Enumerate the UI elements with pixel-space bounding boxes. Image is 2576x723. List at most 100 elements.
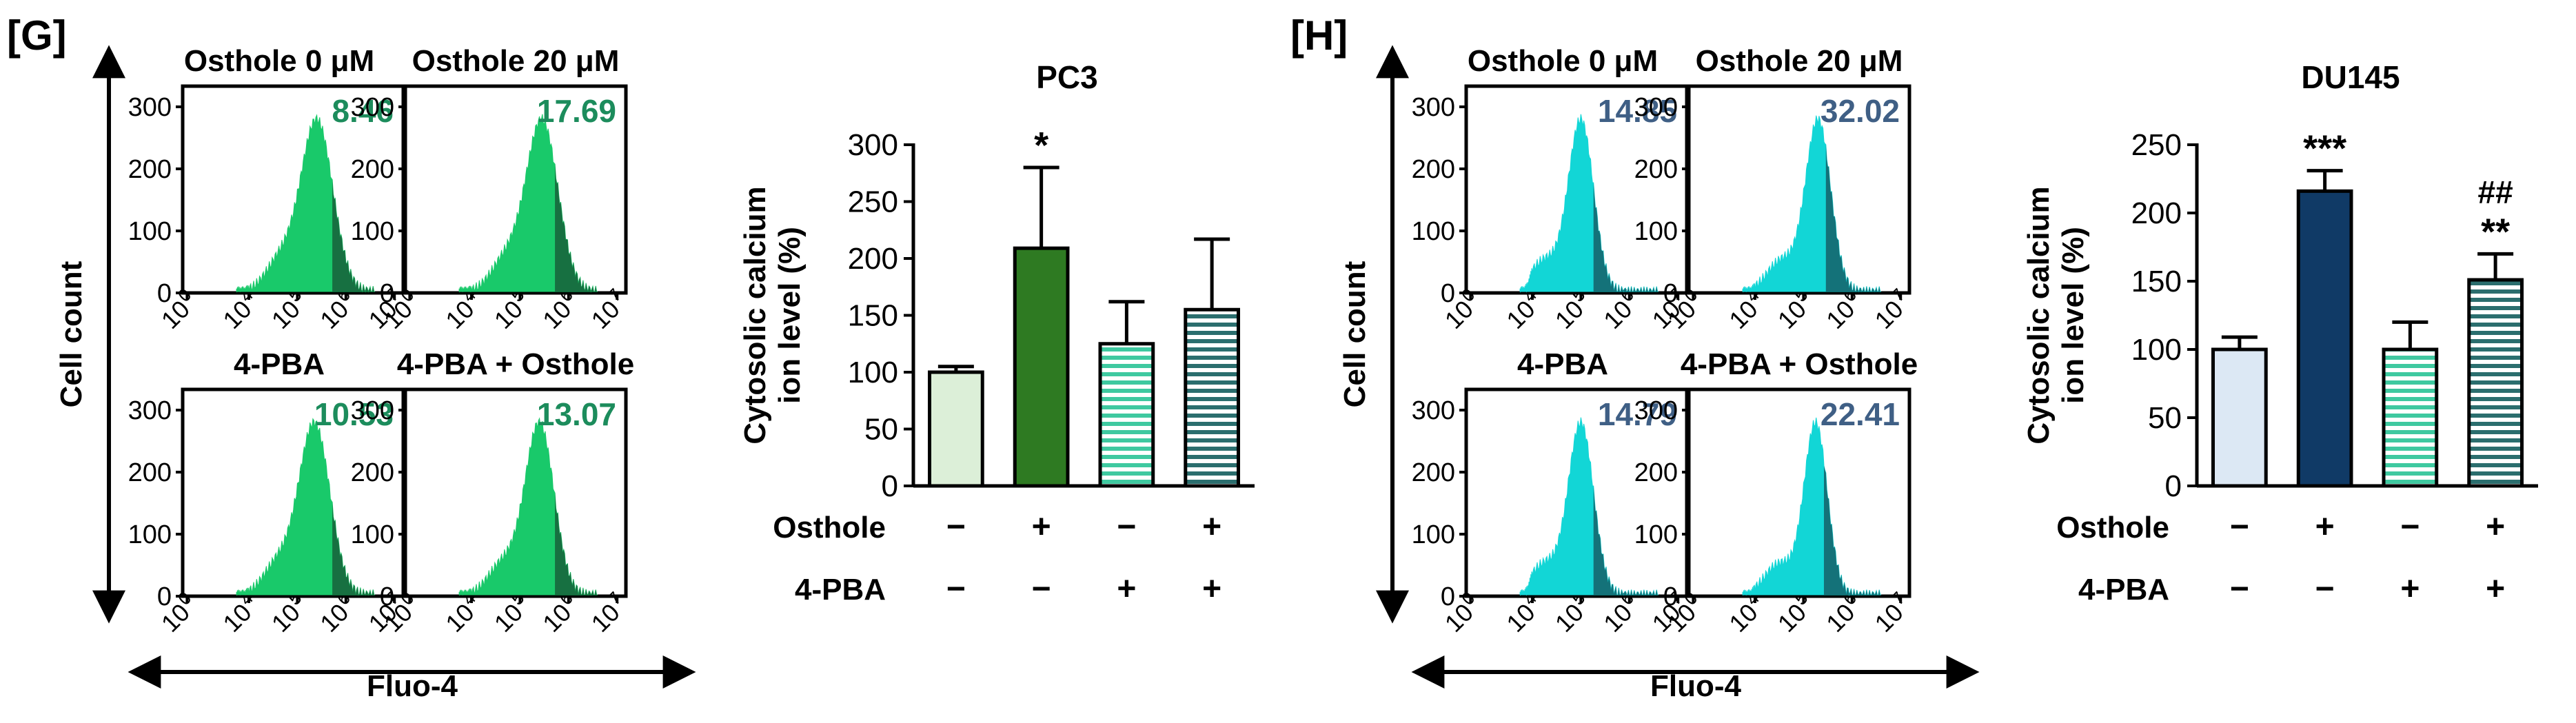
bar-chart: PC3 Cytosolic calcium ion level (%) 0 50 100 1… (738, 59, 1255, 607)
histogram-value: 14.85 (1598, 93, 1677, 129)
hist-y-tick-label: 300 (1412, 93, 1455, 122)
hist-y-tick-label: 200 (1412, 155, 1455, 184)
histogram-title: 4-PBA (234, 347, 325, 381)
y-axis-label: Cytosolic calcium ion level (%) (738, 186, 807, 444)
histogram-gated-fill (1823, 465, 1882, 595)
histogram-gated-fill (555, 493, 598, 595)
y-axis-label-line2: ion level (%) (773, 227, 807, 404)
histogram-value: 32.02 (1821, 93, 1900, 129)
hist-y-tick-label: 200 (128, 155, 172, 184)
histogram-value: 17.69 (537, 93, 616, 129)
histogram-fill (1519, 417, 1659, 596)
y-tick-label: 250 (848, 185, 898, 219)
histogram-fill (1742, 115, 1882, 293)
hist-y-tick-label: 300 (128, 396, 172, 425)
hist-y-tick-label: 300 (1634, 396, 1678, 425)
histogram-gated-fill (1593, 486, 1659, 595)
y-tick-label: 200 (848, 242, 898, 276)
chart-title: DU145 (2301, 59, 2400, 95)
y-tick-label: 200 (2131, 196, 2182, 230)
y-tick-label: 100 (848, 356, 898, 389)
histogram-value: 14.79 (1598, 396, 1677, 432)
hist-y-tick-label: 200 (1634, 155, 1678, 184)
bar (1013, 246, 1070, 488)
hist-y-tick-label: 0 (1663, 279, 1678, 308)
hist-y-tick-label: 100 (351, 217, 394, 246)
hist-y-tick-label: 200 (351, 155, 394, 184)
hist-y-tick-label: 100 (1412, 520, 1455, 549)
treatment-label: 4-PBA (795, 573, 886, 607)
hist-y-tick-label: 0 (380, 279, 394, 308)
y-tick-label: 100 (2131, 333, 2182, 367)
hist-y-tick-label: 0 (1663, 582, 1678, 611)
significance-mark-2: ## (2478, 174, 2513, 210)
treatment-label: Osthole (773, 511, 886, 544)
hist-y-tick-label: 200 (1412, 458, 1455, 487)
y-axis-label-line1: Cytosolic calcium (738, 186, 772, 444)
treatment-sign: + (2486, 509, 2505, 545)
cell-count-label: Cell count (1338, 261, 1372, 407)
hist-y-tick-label: 200 (128, 458, 172, 487)
treatment-sign: − (946, 509, 966, 545)
bar (2296, 189, 2353, 488)
bar (1098, 342, 1155, 488)
histogram-fill (236, 418, 376, 596)
hist-y-tick-label: 100 (1412, 217, 1455, 246)
significance-mark: *** (2303, 128, 2346, 170)
treatment-sign: − (2315, 571, 2335, 607)
y-tick-label: 0 (2165, 469, 2182, 503)
histogram-title: 4-PBA + Osthole (1681, 347, 1918, 381)
hist-y-tick-label: 0 (1441, 582, 1455, 611)
y-axis-label-line2: ion level (%) (2056, 227, 2090, 404)
bar (928, 370, 984, 488)
significance-mark: ** (2481, 211, 2510, 252)
treatment-sign: + (1202, 571, 1221, 607)
y-tick-label: 250 (2131, 128, 2182, 162)
histogram-title: Osthole 20 μM (412, 44, 620, 78)
panel-0: [G] Cell count Fluo-4 Osthole 0 μM 0 100 200 30… (7, 12, 1255, 703)
y-tick-label: 50 (2148, 401, 2182, 435)
treatment-sign: − (1032, 571, 1051, 607)
bar (1184, 307, 1240, 488)
histogram-title: 4-PBA + Osthole (397, 347, 634, 381)
hist-y-tick-label: 300 (351, 396, 394, 425)
fluo4-label: Fluo-4 (1650, 669, 1742, 703)
hist-y-tick-label: 0 (157, 279, 172, 308)
hist-y-tick-label: 0 (1441, 279, 1455, 308)
hist-y-tick-label: 300 (1412, 396, 1455, 425)
histogram-gated-fill (555, 164, 598, 292)
bar (2382, 347, 2439, 488)
histogram-title: 4-PBA (1517, 347, 1608, 381)
histogram-title: Osthole 20 μM (1696, 44, 1903, 78)
bar-chart: DU145 Cytosolic calcium ion level (%) 0 50 10… (2022, 59, 2538, 607)
treatment-sign: + (2315, 509, 2335, 545)
fluo4-label: Fluo-4 (367, 669, 458, 703)
bar (2467, 278, 2524, 488)
bar (2211, 347, 2268, 488)
y-axis-label-line1: Cytosolic calcium (2022, 186, 2056, 444)
histogram-fill (1742, 417, 1882, 596)
histogram-gated-fill (332, 502, 376, 595)
treatment-sign: + (1117, 571, 1136, 607)
y-tick-label: 150 (2131, 265, 2182, 298)
histogram-gated-fill (332, 179, 376, 292)
hist-y-tick-label: 0 (380, 582, 394, 611)
treatment-sign: − (1117, 509, 1136, 545)
y-axis-label: Cytosolic calcium ion level (%) (2022, 186, 2090, 444)
hist-y-tick-label: 100 (351, 520, 394, 549)
treatment-label: Osthole (2056, 511, 2169, 544)
treatment-sign: + (2486, 571, 2505, 607)
panel-label: [G] (7, 12, 67, 59)
treatment-sign: − (946, 571, 966, 607)
y-tick-label: 50 (864, 413, 898, 447)
treatment-sign: + (1032, 509, 1051, 545)
hist-y-tick-label: 300 (1634, 93, 1678, 122)
chart-title: PC3 (1036, 59, 1097, 95)
hist-y-tick-label: 100 (1634, 520, 1678, 549)
hist-y-tick-label: 300 (128, 93, 172, 122)
